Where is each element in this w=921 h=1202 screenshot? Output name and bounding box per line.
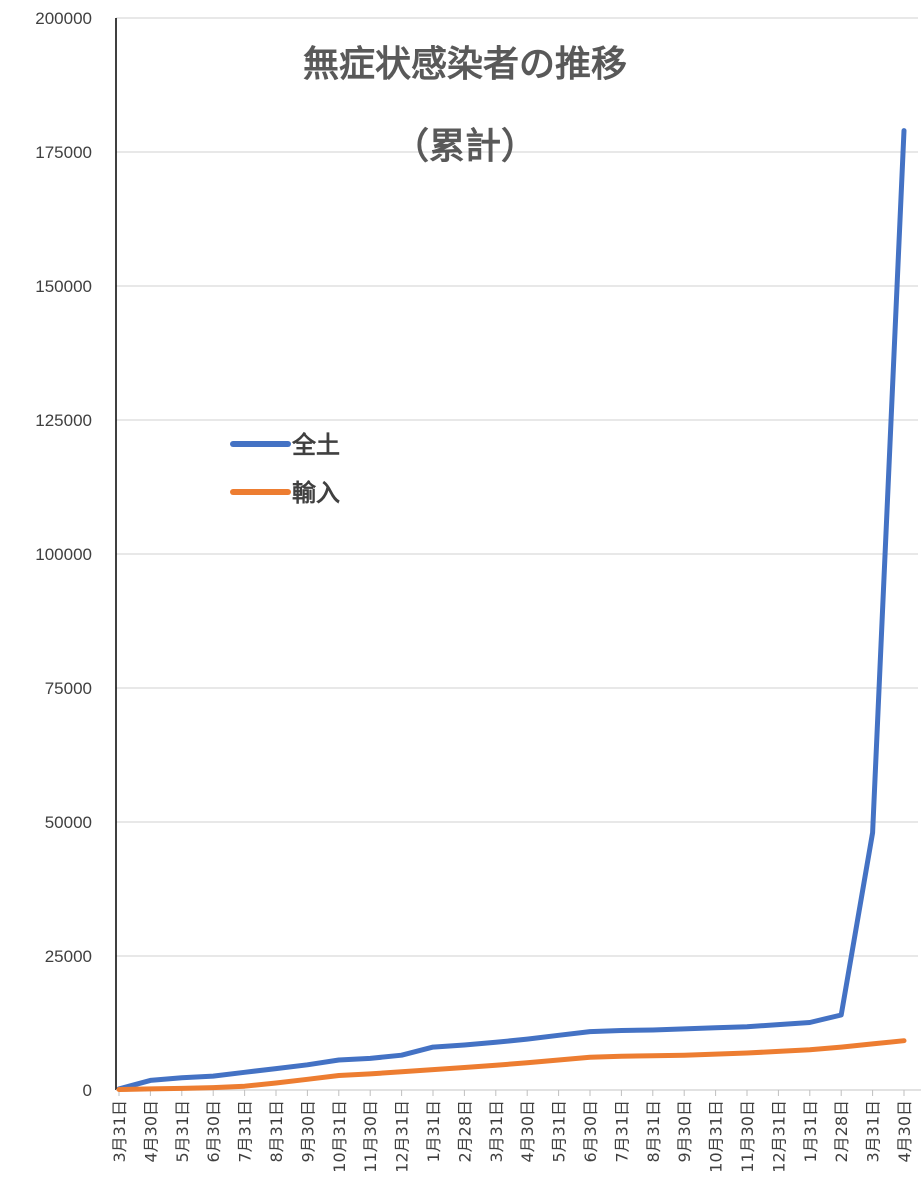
y-tick-label: 175000 [35, 143, 92, 162]
x-tick-label: 7月31日 [236, 1100, 255, 1163]
x-tick-label: 11月30日 [738, 1100, 757, 1173]
legend-label-zendo: 全土 [291, 431, 340, 459]
x-tick-label: 2月28日 [455, 1100, 474, 1163]
x-tick-label: 10月31日 [707, 1100, 726, 1173]
y-tick-label: 25000 [45, 947, 92, 966]
y-tick-label: 200000 [35, 9, 92, 28]
x-tick-label: 6月30日 [581, 1100, 600, 1163]
x-tick-label: 5月31日 [173, 1100, 192, 1163]
chart-subtitle: （累計） [393, 126, 537, 167]
x-tick-label: 12月31日 [393, 1100, 412, 1173]
y-tick-label: 100000 [35, 545, 92, 564]
series-line-0 [116, 128, 907, 1092]
y-tick-label: 150000 [35, 277, 92, 296]
y-tick-label: 50000 [45, 813, 92, 832]
x-tick-label: 4月30日 [141, 1100, 160, 1163]
x-tick-label: 8月31日 [644, 1100, 663, 1163]
x-tick-label: 1月31日 [801, 1100, 820, 1163]
y-axis-ticks: 0 25000 50000 75000 100000 125000 150000 175000… [35, 9, 92, 1100]
chart-title: 無症状感染者の推移 [303, 44, 627, 85]
series-lines [116, 128, 907, 1092]
x-tick-label: 9月30日 [298, 1100, 317, 1163]
x-tick-label: 3月31日 [110, 1100, 129, 1163]
series-line-1 [116, 1038, 907, 1092]
x-tick-label: 11月30日 [361, 1100, 380, 1173]
gridlines [116, 17, 918, 957]
x-tick-label: 12月31日 [769, 1100, 788, 1173]
legend-label-yunyu: 輸入 [292, 479, 340, 507]
y-tick-label: 0 [83, 1081, 92, 1100]
x-tick-label: 4月30日 [895, 1100, 914, 1163]
x-tick-label: 2月28日 [832, 1100, 851, 1163]
x-tick-label: 3月31日 [487, 1100, 506, 1163]
legend: 全土 輸入 [230, 431, 340, 507]
x-tick-label: 9月30日 [675, 1100, 694, 1163]
x-axis-ticks: 3月31日 4月30日 5月31日 6月30日 7月31日 8月31日 9月30日 10月31… [110, 1090, 914, 1173]
y-tick-label: 75000 [45, 679, 92, 698]
x-tick-label: 10月31日 [330, 1100, 349, 1173]
x-tick-label: 6月30日 [204, 1100, 223, 1163]
x-tick-label: 8月31日 [267, 1100, 286, 1163]
x-tick-label: 7月31日 [612, 1100, 631, 1163]
x-tick-label: 1月31日 [424, 1100, 443, 1163]
x-tick-label: 4月30日 [518, 1100, 537, 1163]
y-tick-label: 125000 [35, 411, 92, 430]
x-tick-label: 3月31日 [864, 1100, 883, 1163]
x-tick-label: 5月31日 [550, 1100, 569, 1163]
